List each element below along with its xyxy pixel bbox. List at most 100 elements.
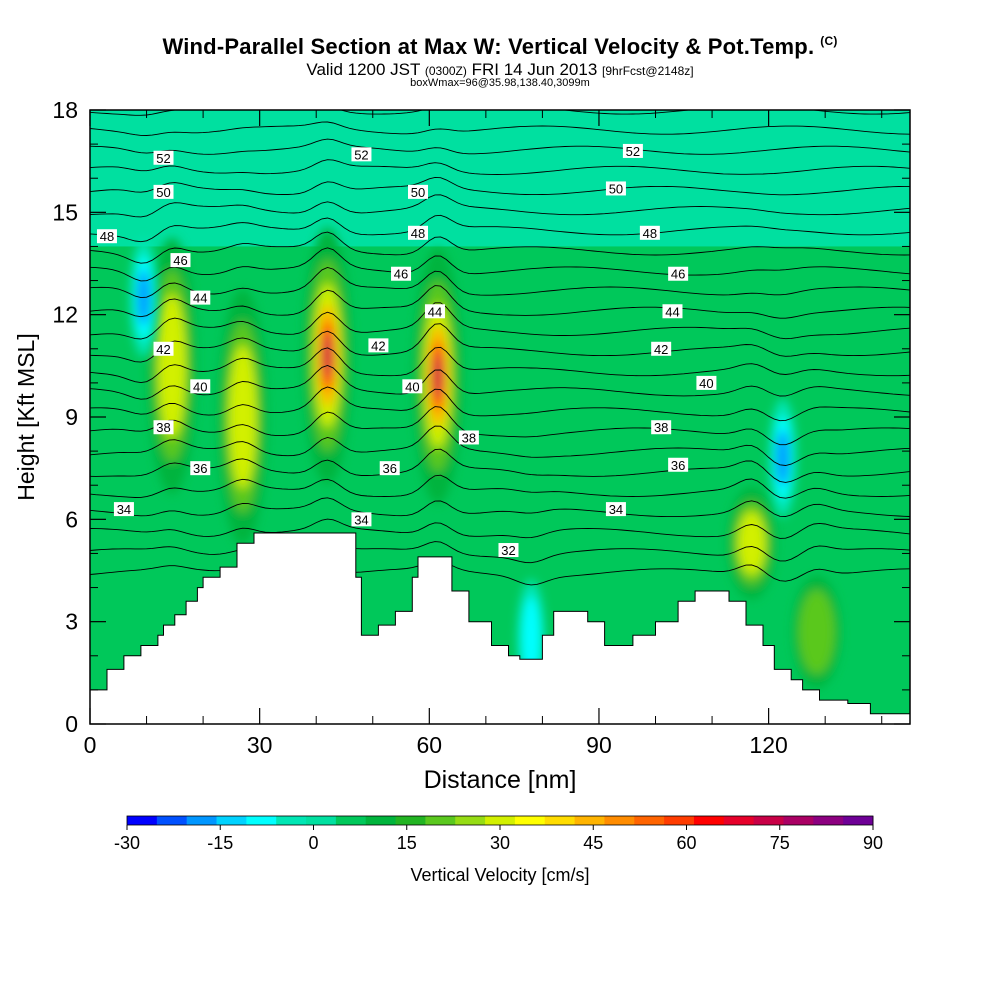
isentrope-line bbox=[90, 285, 910, 319]
isentrope-label-bg bbox=[190, 290, 211, 305]
isentrope-label: 40 bbox=[696, 375, 717, 391]
isentrope-label: 52 bbox=[153, 150, 174, 166]
x-axis-label: Distance [nm] bbox=[424, 766, 577, 794]
isentrope-label-text: 38 bbox=[654, 420, 668, 435]
updraft-cell-contour bbox=[433, 353, 442, 399]
isentrope-label: 46 bbox=[170, 253, 191, 268]
updraft-cell-contour bbox=[738, 511, 766, 575]
isentrope-label-bg bbox=[153, 420, 174, 435]
x-tick-label: 120 bbox=[749, 732, 787, 758]
isentrope-label-text: 36 bbox=[382, 461, 396, 476]
isentrope-label-bg bbox=[668, 457, 689, 472]
isentrope-label-bg bbox=[96, 229, 117, 244]
isentrope-label: 42 bbox=[153, 341, 174, 357]
downdraft-cell bbox=[769, 398, 797, 518]
isentrope-label: 46 bbox=[391, 266, 412, 282]
isentrope-label: 40 bbox=[190, 379, 211, 394]
colorbar-swatch bbox=[693, 816, 725, 825]
isentrope-label: 34 bbox=[605, 502, 626, 517]
isentrope-label-text: 44 bbox=[193, 291, 207, 306]
isentrope-label-text: 42 bbox=[654, 342, 668, 357]
colorbar-tick-label: 30 bbox=[490, 833, 510, 853]
isentrope-label: 44 bbox=[424, 304, 445, 319]
isentrope-label: 34 bbox=[113, 502, 134, 517]
colorbar-swatch bbox=[365, 816, 397, 825]
y-tick-label: 15 bbox=[52, 199, 78, 225]
isentrope-label: 42 bbox=[368, 338, 389, 353]
isentrope-label: 38 bbox=[458, 430, 479, 445]
isentrope-label-bg bbox=[605, 181, 626, 196]
isentrope-label: 44 bbox=[190, 290, 211, 306]
isentrope-label-text: 44 bbox=[428, 304, 442, 319]
colorbar-label: Vertical Velocity [cm/s] bbox=[410, 865, 589, 885]
isentrope-label-text: 40 bbox=[699, 376, 713, 391]
isentrope-label-text: 32 bbox=[501, 543, 515, 558]
isentrope-label-bg bbox=[113, 502, 134, 517]
isentrope-label-bg bbox=[153, 150, 174, 165]
colorbar-tick-label: 75 bbox=[770, 833, 790, 853]
isentrope-label: 36 bbox=[190, 461, 211, 476]
isentrope-label-bg bbox=[153, 341, 174, 356]
chart-subtitle: Valid 1200 JST (0300Z) FRI 14 Jun 2013 [… bbox=[0, 60, 1000, 80]
colorbar-swatch bbox=[634, 816, 665, 825]
isentrope-label: 52 bbox=[622, 143, 643, 159]
isentrope-line bbox=[90, 406, 910, 446]
isentrope-label: 40 bbox=[402, 379, 423, 394]
isentrope-label-text: 50 bbox=[411, 185, 425, 200]
isentrope-label: 50 bbox=[605, 181, 626, 196]
y-tick-label: 9 bbox=[65, 404, 78, 430]
isentrope-label-bg bbox=[498, 543, 519, 558]
isentrope-label-text: 34 bbox=[117, 502, 131, 517]
updraft-cell-contour bbox=[798, 589, 835, 674]
isentrope-label-text: 36 bbox=[193, 461, 207, 476]
colorbar-tick-label: 0 bbox=[308, 833, 318, 853]
isentrope-label: 48 bbox=[96, 229, 117, 244]
colorbar-tick-label: -15 bbox=[207, 833, 233, 853]
updraft-cell-contour bbox=[323, 333, 332, 378]
isentrope-label-bg bbox=[639, 225, 660, 240]
colorbar-tick-label: -30 bbox=[114, 833, 140, 853]
isentrope-label: 46 bbox=[668, 266, 689, 282]
isentrope-line bbox=[90, 365, 910, 400]
isentrope-label-bg bbox=[379, 461, 400, 476]
isentrope-label: 32 bbox=[498, 543, 519, 558]
isentrope-label-bg bbox=[153, 184, 174, 199]
isentrope-label-text: 46 bbox=[671, 267, 685, 282]
colorbar-swatch bbox=[276, 816, 307, 825]
copyright-mark: (C) bbox=[820, 34, 838, 48]
y-tick-label: 18 bbox=[52, 97, 78, 123]
colorbar-swatch bbox=[604, 816, 635, 825]
colorbar-swatch bbox=[813, 816, 844, 825]
isentrope-label: 36 bbox=[668, 457, 689, 473]
colorbar-tick-label: 60 bbox=[676, 833, 696, 853]
colorbar-swatch bbox=[425, 816, 456, 825]
x-tick-label: 0 bbox=[84, 732, 97, 758]
terrain bbox=[89, 532, 911, 725]
valid-date: FRI 14 Jun 2013 bbox=[471, 60, 598, 79]
colorbar-swatch bbox=[216, 816, 247, 825]
colorbar-tick-label: 15 bbox=[397, 833, 417, 853]
isentrope-label-text: 34 bbox=[609, 502, 623, 517]
colorbar-swatch bbox=[485, 816, 516, 825]
downdraft-cell-contour bbox=[776, 429, 790, 486]
colorbar-swatch bbox=[664, 816, 695, 825]
isentrope-line bbox=[90, 138, 910, 155]
updraft-cell-contour bbox=[158, 293, 186, 438]
isentrope-line bbox=[90, 425, 910, 466]
isentrope-label-bg bbox=[668, 266, 689, 281]
isentrope-label-text: 50 bbox=[609, 181, 623, 196]
isentrope-label-text: 48 bbox=[643, 226, 657, 241]
isentrope-label-text: 48 bbox=[411, 226, 425, 241]
isentrope-line bbox=[90, 386, 910, 422]
colorbar-swatch bbox=[395, 816, 426, 825]
y-tick-label: 0 bbox=[65, 711, 78, 737]
isentrope-label-bg bbox=[190, 379, 211, 394]
isentrope-label-bg bbox=[622, 143, 643, 158]
isentrope-label-text: 40 bbox=[193, 379, 207, 394]
isentrope-line bbox=[90, 518, 910, 539]
isentrope-label-text: 42 bbox=[156, 342, 170, 357]
isentrope-label-text: 42 bbox=[371, 338, 385, 353]
colorbar-swatch bbox=[753, 816, 784, 825]
isentrope-label-text: 52 bbox=[354, 147, 368, 162]
